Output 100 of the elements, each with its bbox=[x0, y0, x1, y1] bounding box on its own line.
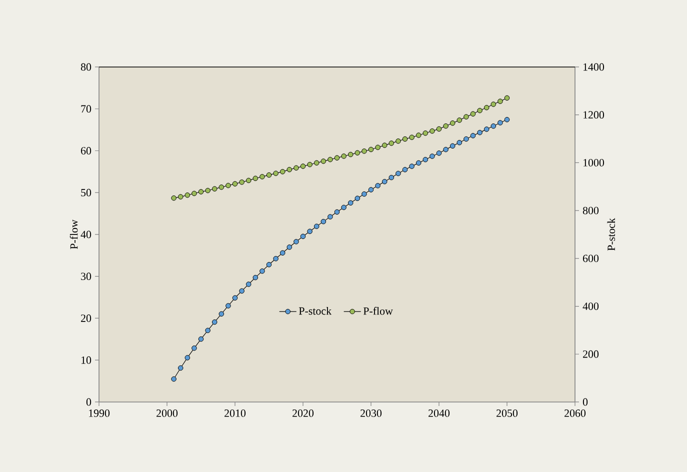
y-tick-label: 50 bbox=[81, 188, 92, 196]
point bbox=[348, 200, 354, 206]
point bbox=[232, 181, 238, 186]
y2-tick-label: 600 bbox=[582, 254, 599, 262]
x-tick-label: 2060 bbox=[564, 410, 586, 417]
point bbox=[498, 120, 503, 126]
point bbox=[273, 170, 278, 176]
point bbox=[504, 95, 510, 101]
point bbox=[314, 224, 320, 229]
point bbox=[246, 178, 252, 184]
point bbox=[477, 130, 482, 136]
point bbox=[450, 143, 456, 149]
y-tick-label: 0 bbox=[86, 398, 92, 406]
point bbox=[348, 152, 354, 158]
legend-label: P-flow bbox=[363, 306, 393, 315]
point bbox=[477, 108, 482, 114]
y-axis-title: P-flow bbox=[70, 220, 78, 250]
x-tick-label: 2040 bbox=[428, 410, 450, 417]
point bbox=[484, 126, 490, 132]
y2-tick-label: 1400 bbox=[583, 63, 604, 71]
point bbox=[388, 140, 394, 146]
point bbox=[178, 194, 184, 200]
point bbox=[266, 262, 272, 268]
point bbox=[286, 166, 292, 172]
point bbox=[341, 204, 346, 210]
point bbox=[382, 142, 388, 148]
y2-tick-label: 1200 bbox=[583, 111, 604, 119]
point bbox=[422, 156, 428, 162]
point bbox=[334, 155, 340, 160]
y-tick-label: 60 bbox=[81, 147, 92, 154]
y-tick-label: 20 bbox=[81, 314, 92, 322]
point bbox=[375, 183, 380, 188]
point bbox=[314, 160, 320, 166]
y-tick-label: 80 bbox=[80, 63, 92, 71]
point bbox=[490, 102, 496, 107]
point bbox=[470, 133, 476, 138]
point bbox=[320, 218, 326, 224]
point bbox=[218, 311, 224, 317]
point bbox=[328, 156, 333, 162]
y-tick-label: 10 bbox=[82, 356, 92, 364]
legend-label: P-stock bbox=[298, 306, 332, 315]
x-tick-label: 2010 bbox=[224, 410, 246, 417]
point bbox=[212, 186, 218, 192]
point bbox=[368, 187, 374, 192]
point bbox=[192, 190, 197, 196]
point bbox=[198, 189, 204, 194]
point bbox=[286, 244, 292, 250]
point bbox=[464, 114, 469, 120]
point bbox=[402, 136, 408, 142]
point bbox=[260, 174, 265, 180]
point bbox=[368, 146, 374, 152]
point bbox=[280, 169, 286, 174]
point bbox=[375, 144, 380, 150]
point bbox=[443, 123, 448, 129]
point bbox=[456, 140, 462, 146]
x-tick-label: 2020 bbox=[292, 410, 314, 417]
point bbox=[198, 336, 204, 342]
point bbox=[354, 196, 360, 201]
y2-tick-label: 800 bbox=[582, 206, 599, 214]
point bbox=[436, 150, 442, 156]
point bbox=[266, 172, 272, 178]
point bbox=[416, 132, 422, 138]
y-tick-label: 30 bbox=[81, 272, 92, 280]
x-tick-label: 2000 bbox=[156, 410, 178, 417]
y2-tick-label: 0 bbox=[582, 398, 588, 406]
point bbox=[218, 184, 224, 190]
point bbox=[294, 165, 299, 171]
point bbox=[490, 123, 496, 129]
point bbox=[273, 256, 278, 262]
point bbox=[205, 328, 210, 334]
point bbox=[320, 158, 326, 164]
point bbox=[212, 319, 218, 325]
point bbox=[498, 98, 503, 104]
point bbox=[205, 188, 210, 194]
point bbox=[226, 303, 231, 308]
point bbox=[362, 148, 367, 154]
point bbox=[260, 268, 265, 274]
point bbox=[464, 136, 469, 142]
x-tick-label: 1990 bbox=[89, 410, 110, 417]
y2-axis-title: P-stock bbox=[607, 218, 615, 251]
point bbox=[246, 282, 252, 287]
point bbox=[470, 111, 476, 117]
point bbox=[354, 150, 360, 156]
x-tick-label: 2050 bbox=[496, 410, 518, 417]
point bbox=[334, 209, 340, 215]
point bbox=[504, 116, 510, 122]
point bbox=[184, 192, 190, 198]
point bbox=[252, 176, 258, 182]
point bbox=[402, 166, 408, 172]
point bbox=[396, 170, 401, 176]
point bbox=[252, 274, 258, 280]
point bbox=[422, 130, 428, 136]
x-tick-label: 2030 bbox=[360, 410, 382, 417]
point bbox=[232, 295, 238, 301]
point bbox=[450, 120, 456, 126]
point bbox=[280, 250, 286, 256]
point bbox=[239, 180, 244, 185]
point bbox=[239, 288, 244, 294]
point bbox=[226, 182, 231, 188]
point bbox=[436, 126, 442, 132]
